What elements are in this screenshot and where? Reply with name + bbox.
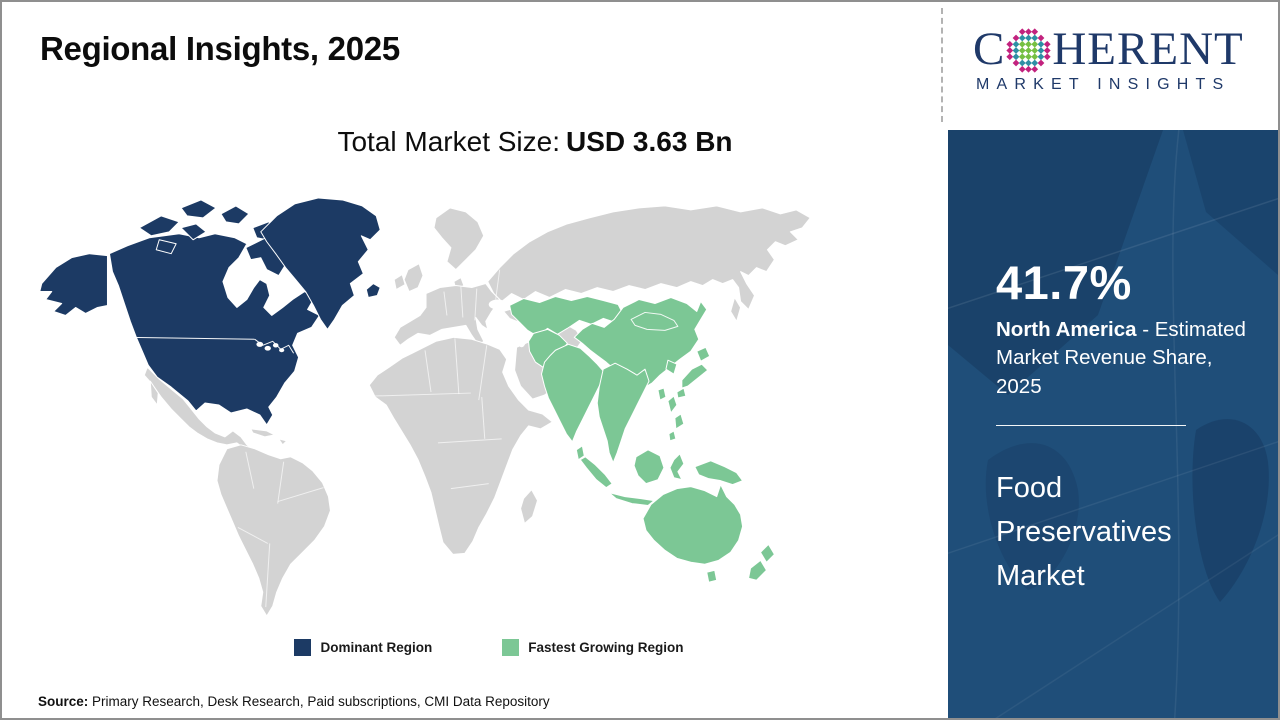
legend-item-fastest-growing: Fastest Growing Region <box>502 639 684 656</box>
market-share-region: North America <box>996 318 1137 342</box>
brand-logo: C HERENT MARKET INSIGHTS <box>973 24 1265 94</box>
market-size-value: USD 3.63 Bn <box>566 126 733 157</box>
sidebar-divider <box>996 424 1186 426</box>
logo-tagline: MARKET INSIGHTS <box>976 76 1231 93</box>
logo-wordmark: C HERENT <box>973 24 1265 74</box>
market-size-line: Total Market Size: USD 3.63 Bn <box>135 126 935 158</box>
market-name: Food Preservatives Market <box>996 471 1172 593</box>
sidebar-content: 41.7% North America - Estimated Market R… <box>948 130 1278 599</box>
source-text: Primary Research, Desk Research, Paid su… <box>88 694 550 709</box>
market-size-label: Total Market Size: <box>337 126 561 157</box>
market-share-caption: North America - Estimated Market Revenue… <box>996 316 1251 400</box>
logo-globe-icon <box>1006 27 1051 73</box>
legend-label-dominant: Dominant Region <box>320 640 433 655</box>
legend-swatch-dominant <box>294 639 312 656</box>
page-title: Regional Insights, 2025 <box>40 30 400 67</box>
sidebar-map-texture <box>948 130 1278 718</box>
map-dominant-region <box>39 197 381 426</box>
source-label: Source: <box>38 694 89 709</box>
header-separator <box>941 8 943 122</box>
legend: Dominant Region Fastest Growing Region <box>89 639 889 656</box>
world-map <box>39 197 811 617</box>
legend-swatch-fastest-growing <box>502 639 520 656</box>
logo-letter-c: C <box>973 23 1006 75</box>
logo-letters-rest: HERENT <box>1052 23 1244 75</box>
legend-label-fastest-growing: Fastest Growing Region <box>528 640 684 655</box>
market-share-caption-rest: - Estimated Market Revenue Share, 2025 <box>996 318 1246 398</box>
map-fastest-growing-region <box>509 296 775 583</box>
source-note: Source: Primary Research, Desk Research,… <box>38 694 550 709</box>
map-other-regions <box>143 205 811 617</box>
market-share-value: 41.7% <box>996 256 1132 309</box>
sidebar: 41.7% North America - Estimated Market R… <box>948 130 1278 718</box>
legend-item-dominant: Dominant Region <box>294 639 432 656</box>
